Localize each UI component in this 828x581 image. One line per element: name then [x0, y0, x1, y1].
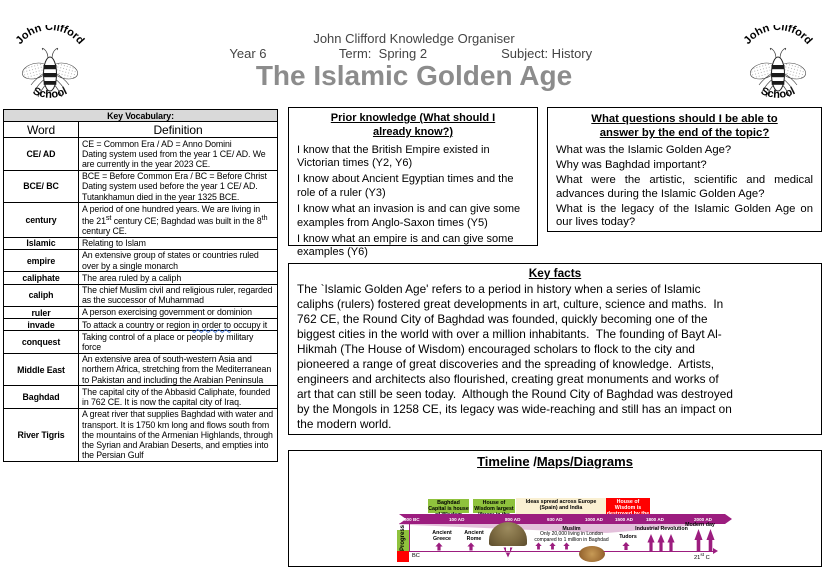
svg-text:John Clifford: John Clifford [742, 25, 815, 47]
svg-text:John Clifford: John Clifford [14, 25, 87, 47]
svg-text:1800 AD: 1800 AD [646, 517, 665, 522]
svg-text:100 AD: 100 AD [449, 517, 465, 522]
svg-text:2000 AD: 2000 AD [694, 517, 713, 522]
svg-text:1000 AD: 1000 AD [585, 517, 604, 522]
svg-text:930 AD: 930 AD [547, 517, 563, 522]
svg-text:800 AD: 800 AD [505, 517, 521, 522]
svg-text:1500 AD: 1500 AD [615, 517, 634, 522]
svg-text:600 BC: 600 BC [404, 517, 420, 522]
